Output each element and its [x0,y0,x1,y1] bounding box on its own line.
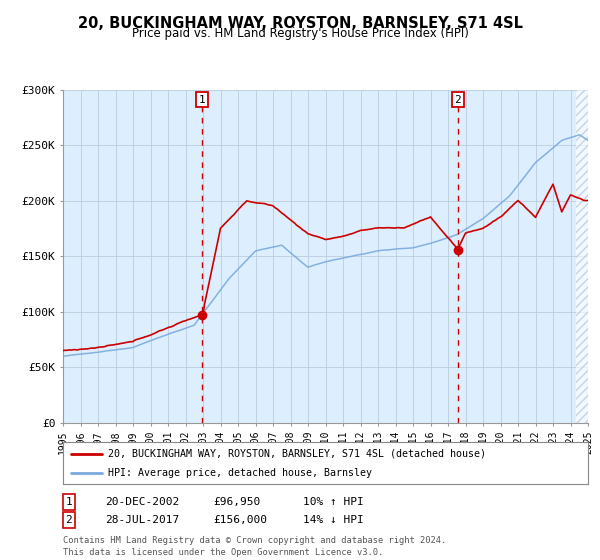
Text: 20-DEC-2002: 20-DEC-2002 [105,497,179,507]
Text: 10% ↑ HPI: 10% ↑ HPI [303,497,364,507]
Text: 2: 2 [65,515,73,525]
Text: £96,950: £96,950 [213,497,260,507]
Text: 28-JUL-2017: 28-JUL-2017 [105,515,179,525]
Text: 2: 2 [454,95,461,105]
Text: 1: 1 [199,95,206,105]
Text: 14% ↓ HPI: 14% ↓ HPI [303,515,364,525]
Text: Price paid vs. HM Land Registry's House Price Index (HPI): Price paid vs. HM Land Registry's House … [131,27,469,40]
Text: £156,000: £156,000 [213,515,267,525]
Polygon shape [576,90,588,423]
Text: Contains HM Land Registry data © Crown copyright and database right 2024.
This d: Contains HM Land Registry data © Crown c… [63,536,446,557]
Text: HPI: Average price, detached house, Barnsley: HPI: Average price, detached house, Barn… [107,468,371,478]
Text: 20, BUCKINGHAM WAY, ROYSTON, BARNSLEY, S71 4SL (detached house): 20, BUCKINGHAM WAY, ROYSTON, BARNSLEY, S… [107,449,485,459]
Text: 1: 1 [65,497,73,507]
Text: 20, BUCKINGHAM WAY, ROYSTON, BARNSLEY, S71 4SL: 20, BUCKINGHAM WAY, ROYSTON, BARNSLEY, S… [77,16,523,31]
